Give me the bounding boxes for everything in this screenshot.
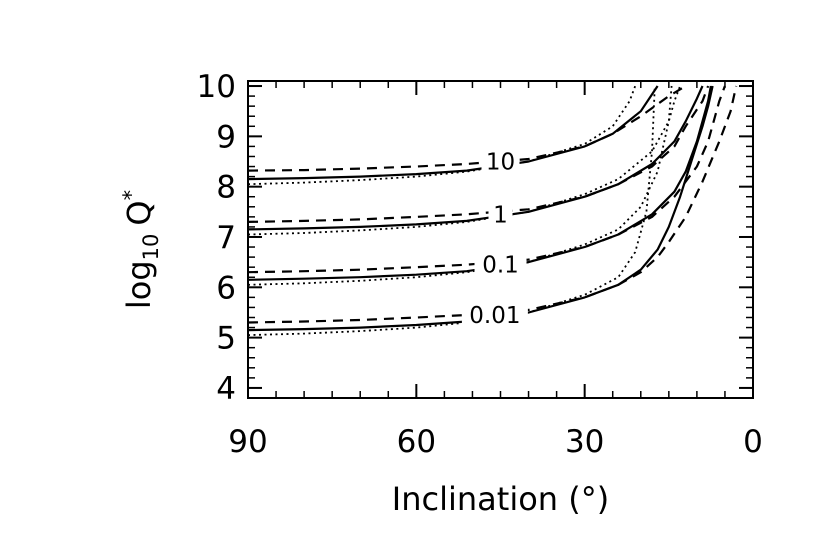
series-dotted-line (247, 85, 637, 186)
series-dashed-line (247, 85, 726, 274)
y-axis-title-base: log (120, 260, 158, 309)
curve-label: 1 (493, 202, 508, 228)
series-dashed-line (247, 85, 710, 223)
y-tick-label: 6 (216, 270, 236, 306)
series-dotted-line (247, 85, 673, 286)
curves-layer (247, 85, 738, 336)
series-dotted-line (247, 85, 656, 336)
curve-label-bg (461, 296, 528, 325)
x-tick-label: 60 (397, 424, 436, 460)
y-axis-title-sub: 10 (139, 234, 163, 261)
x-axis-title: Inclination (°) (392, 480, 609, 518)
y-axis-title-var: Q (120, 200, 158, 225)
y-axis-title-sup: * (119, 190, 143, 201)
x-tick-label: 30 (565, 424, 604, 460)
curve-label: 0.1 (482, 253, 519, 279)
x-tick-label: 0 (743, 424, 763, 460)
y-tick-label: 8 (216, 170, 236, 206)
tick-labels-layer: 90 60 30 0 4 5 6 7 8 9 10 (197, 69, 763, 460)
y-tick-label: 9 (216, 119, 236, 155)
series-solid-line (247, 85, 714, 332)
y-tick-label: 10 (197, 69, 236, 105)
series-dashed-line (247, 85, 687, 172)
curve-label-bg (481, 143, 520, 172)
curve-label-bg (488, 196, 513, 225)
series-solid-line (247, 85, 704, 231)
ticks-layer (247, 81, 754, 398)
y-tick-label: 4 (216, 371, 236, 407)
curve-label: 0.01 (469, 303, 520, 329)
curve-label-bg (474, 246, 527, 275)
series-dashed-line (247, 85, 738, 324)
curve-label: 10 (486, 150, 515, 176)
x-tick-label: 90 (228, 424, 267, 460)
y-tick-label: 7 (216, 220, 236, 256)
y-tick-label: 5 (216, 321, 236, 357)
series-solid-line (247, 85, 712, 281)
curve-labels-layer: 10 1 0.1 0.01 (461, 143, 528, 329)
y-axis-title: log10 Q* (119, 190, 163, 309)
series-dotted-line (247, 85, 681, 236)
plot-frame (247, 80, 754, 399)
